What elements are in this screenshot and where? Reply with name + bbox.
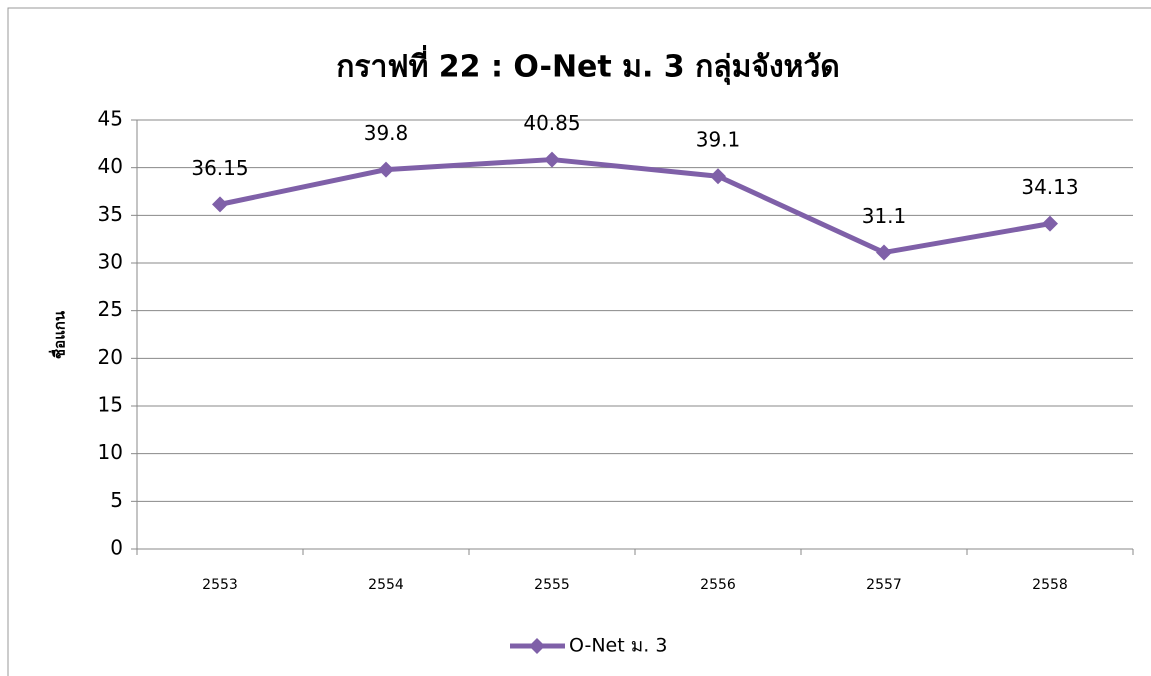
- legend-marker: [529, 638, 545, 654]
- y-axis-label: ชื่อแกน: [49, 310, 69, 359]
- data-label: 39.8: [364, 121, 409, 145]
- data-point: [378, 161, 394, 178]
- x-tick-label: 2557: [866, 577, 902, 593]
- y-tick-label: 40: [98, 154, 123, 178]
- y-tick-label: 0: [110, 536, 123, 560]
- legend-label: O-Net ม. 3: [569, 635, 667, 657]
- data-label: 40.85: [523, 111, 580, 135]
- x-tick-label: 2553: [202, 577, 238, 593]
- x-tick-label: 2554: [368, 577, 404, 593]
- y-tick-label: 30: [98, 250, 123, 274]
- y-tick-label: 35: [98, 202, 123, 226]
- x-tick-label: 2555: [534, 577, 570, 593]
- data-point: [876, 244, 892, 261]
- chart-title: กราฟที่ 22 : O-Net ม. 3 กลุ่มจังหวัด: [336, 45, 840, 86]
- y-tick-label: 45: [98, 107, 123, 131]
- y-tick-label: 10: [98, 440, 123, 464]
- data-point: [212, 196, 228, 213]
- data-label: 36.15: [191, 156, 248, 180]
- chart-frame: [7, 7, 1151, 676]
- series-line: [219, 157, 1051, 256]
- y-tick-label: 25: [98, 297, 123, 321]
- x-tick-label: 2556: [700, 577, 736, 593]
- y-tick-label: 5: [110, 488, 123, 512]
- data-label: 31.1: [862, 204, 907, 228]
- data-point: [544, 151, 560, 168]
- data-label: 39.1: [696, 128, 741, 152]
- data-point: [1042, 215, 1058, 232]
- y-tick-label: 20: [98, 345, 123, 369]
- data-point: [710, 168, 726, 185]
- x-tick-label: 2558: [1032, 577, 1068, 593]
- data-label: 34.13: [1021, 175, 1078, 199]
- y-tick-label: 15: [98, 393, 123, 417]
